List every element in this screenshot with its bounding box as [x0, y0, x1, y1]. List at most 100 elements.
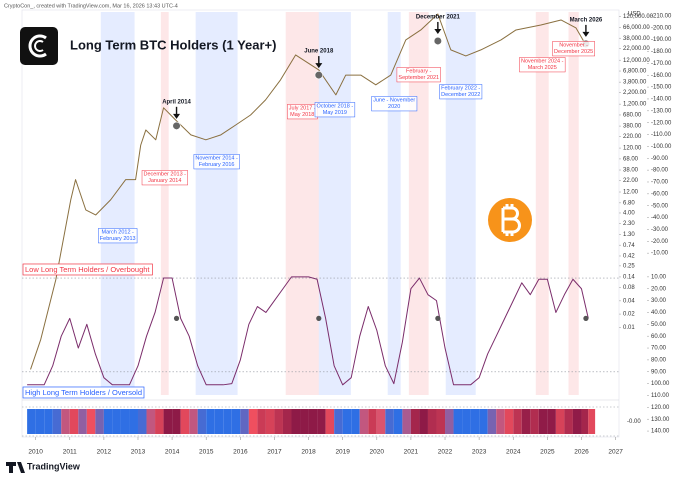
y2-tick-label: -10.00 [651, 251, 669, 257]
heatmap-cell [265, 409, 275, 434]
annotation-dot [172, 121, 181, 130]
y2-tick-label: 40.00 [651, 310, 667, 316]
period-band [160, 12, 169, 395]
x-tick-label: 2027 [608, 449, 623, 456]
grid: 2010 2011 2012 2013 2014 2015 2016 2017 2018 2019… [21, 9, 672, 456]
y2-tick-label: -80.00 [651, 168, 669, 174]
zone-label: High Long Term Holders / Oversold [25, 388, 142, 397]
heatmap-cell [291, 409, 301, 434]
x-tick-label: 2022 [438, 449, 453, 456]
period-label: May 2019 [323, 110, 347, 116]
y2-tick-label: 80.00 [651, 357, 667, 363]
x-tick-label: 2016 [233, 449, 248, 456]
y-tick-label: 120,000.00 [623, 14, 654, 20]
price-line [30, 13, 587, 370]
heatmap-cell [282, 409, 292, 434]
period-band [568, 12, 579, 395]
y-tick-label: 0.42 [623, 254, 635, 260]
heatmap-cell [44, 409, 53, 434]
y2-tick-label: 20.00 [651, 286, 667, 292]
period-label: March 2025 [528, 65, 557, 71]
heatmap-cell [274, 409, 283, 434]
heatmap-cell [436, 409, 446, 434]
heatmap-cell [35, 409, 45, 434]
y2-tick-label: -100.00 [651, 144, 672, 150]
y2-tick-label: -190.00 [651, 37, 672, 43]
y-tick-label: 22.00 [623, 178, 639, 184]
period-label: 2020 [388, 104, 400, 110]
period-label-box [371, 96, 418, 112]
y2-tick-label: -40.00 [651, 215, 669, 221]
heatmap-cell [257, 409, 266, 434]
brand-logo [6, 462, 25, 473]
heatmap-cell [103, 409, 113, 434]
bitcoin-glyph [501, 204, 521, 236]
x-tick-label: 2017 [267, 449, 282, 456]
y-tick-label: 1,200.00 [623, 102, 647, 108]
heatmap-cell [479, 409, 488, 434]
period-band [535, 12, 549, 395]
heatmap-cell [325, 409, 335, 434]
period-label: September 2021 [398, 75, 439, 81]
annotation-dot [314, 70, 323, 80]
period-label: February 2013 [100, 236, 136, 242]
period-label: December 2013 - [144, 171, 187, 177]
heatmap-cell [240, 409, 249, 434]
labels: March 2012 -February 2013 December 2013 -… [22, 15, 641, 425]
y-tick-label: 680.00 [623, 113, 642, 119]
heatmap-cell [308, 409, 318, 434]
heatmap-cell [206, 409, 215, 434]
heatmap-cell [351, 409, 360, 434]
y2-tick-label: -120.00 [651, 120, 672, 126]
y2-tick-label: -30.00 [651, 227, 669, 233]
y-tick-label: 12,000.00 [623, 58, 650, 64]
period-label: November - [559, 42, 588, 48]
y2-tick-label: -200.00 [651, 25, 672, 31]
y2-tick-label: -160.00 [651, 73, 672, 79]
y-tick-label: 68.00 [623, 156, 639, 162]
y-tick-label: 0.14 [623, 275, 635, 281]
oscillator-dot [173, 315, 180, 321]
x-tick-label: 2018 [301, 449, 316, 456]
y2-tick-label: 140.00 [651, 429, 670, 435]
logo-mark [28, 34, 47, 58]
heatmap-cell [547, 409, 556, 434]
heatmap-cell [385, 409, 394, 434]
logo [20, 27, 58, 65]
heatmap-cell [538, 409, 548, 434]
y2-tick-label: -60.00 [651, 191, 669, 197]
y2-tick-label: -180.00 [651, 49, 672, 55]
heatmap-cell [445, 409, 454, 434]
heatmap-cell [86, 409, 96, 434]
y2-tick-label: -170.00 [651, 61, 672, 67]
y2-tick-label: -90.00 [651, 156, 669, 162]
period-band [195, 12, 238, 395]
annotation-arrowhead [315, 63, 323, 69]
x-tick-label: 2014 [165, 449, 180, 456]
heatmap-cell [427, 409, 437, 434]
oscillator-line [27, 276, 589, 386]
heatmap-cell [581, 409, 589, 434]
x-tick-label: 2011 [63, 449, 77, 456]
heatmap-cell [52, 409, 62, 434]
heatmap-cell [214, 409, 224, 434]
x-tick-label: 2020 [370, 449, 385, 456]
heatmap-cell [146, 409, 156, 434]
annotation-arrowhead [434, 28, 442, 34]
heatmap-cell [334, 409, 343, 434]
heatmap-cell [180, 409, 190, 434]
y-tick-label: 3,800.00 [623, 80, 647, 86]
heatmap-cell [317, 409, 326, 434]
period-label-box [314, 102, 356, 118]
period-band [318, 12, 351, 395]
annotation-dot [433, 36, 442, 46]
annotation-label: April 2014 [162, 99, 191, 105]
x-tick-label: 2026 [574, 449, 589, 456]
x-tick-label: 2025 [540, 449, 555, 456]
annotation-label: March 2026 [570, 17, 603, 23]
y-tick-label: 12.00 [623, 190, 639, 196]
y-tick-label: 0.01 [623, 325, 635, 331]
y2-tick-label: -210.00 [651, 14, 672, 20]
x-tick-label: 2013 [131, 449, 146, 456]
